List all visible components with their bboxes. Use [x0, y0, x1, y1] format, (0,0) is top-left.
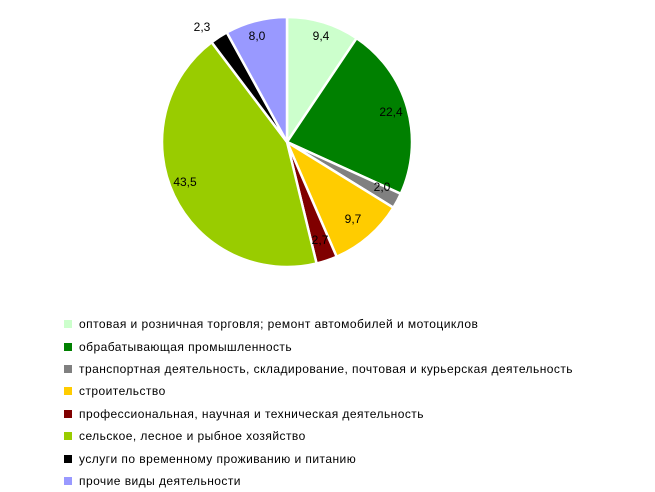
- pie-chart-svg: 9,4 22,4 2,0 9,7 2,7 43,5 2,3 8,0: [160, 15, 414, 269]
- pie-slice: [285, 140, 395, 258]
- slice-data-label: 9,4: [313, 29, 330, 43]
- pie-slice: [225, 15, 289, 144]
- legend-item: обрабатывающая промышленность: [64, 335, 644, 357]
- legend-item: прочие виды деятельности: [64, 470, 644, 492]
- legend-label: услуги по временному проживанию и питани…: [79, 451, 357, 466]
- legend-swatch: [64, 342, 72, 351]
- slice-data-label: 2,3: [194, 20, 211, 34]
- legend-swatch: [64, 454, 72, 463]
- pie-slice: [160, 41, 318, 269]
- legend-item: оптовая и розничная торговля; ремонт авт…: [64, 313, 644, 335]
- legend-label: оптовая и розничная торговля; ремонт авт…: [79, 317, 479, 332]
- legend-swatch: [64, 409, 72, 418]
- slice-data-label: 2,7: [312, 233, 329, 247]
- legend-label: прочие виды деятельности: [79, 473, 241, 488]
- legend-label: обрабатывающая промышленность: [79, 339, 293, 354]
- legend-swatch: [64, 320, 72, 329]
- legend-label: строительство: [79, 384, 166, 399]
- slice-data-label: 22,4: [379, 105, 403, 119]
- legend-label: сельское, лесное и рыбное хозяйство: [79, 429, 306, 444]
- legend-label: профессиональная, научная и техническая …: [79, 406, 424, 421]
- legend-item: транспортная деятельность, складирование…: [64, 358, 644, 380]
- legend-swatch: [64, 476, 72, 485]
- legend-item: профессиональная, научная и техническая …: [64, 403, 644, 425]
- slice-data-label: 2,0: [374, 180, 391, 194]
- slice-data-label: 43,5: [173, 175, 197, 189]
- slice-data-label: 9,7: [345, 212, 362, 226]
- legend-swatch: [64, 432, 72, 441]
- slice-data-label: 8,0: [249, 29, 266, 43]
- legend-label: транспортная деятельность, складирование…: [79, 361, 573, 376]
- pie-chart: 9,4 22,4 2,0 9,7 2,7 43,5 2,3 8,0: [160, 15, 414, 269]
- legend-item: сельское, лесное и рыбное хозяйство: [64, 425, 644, 447]
- legend-item: услуги по временному проживанию и питани…: [64, 447, 644, 469]
- legend-item: строительство: [64, 380, 644, 402]
- legend-swatch: [64, 387, 72, 396]
- chart-legend: оптовая и розничная торговля; ремонт авт…: [64, 313, 644, 492]
- legend-swatch: [64, 364, 72, 373]
